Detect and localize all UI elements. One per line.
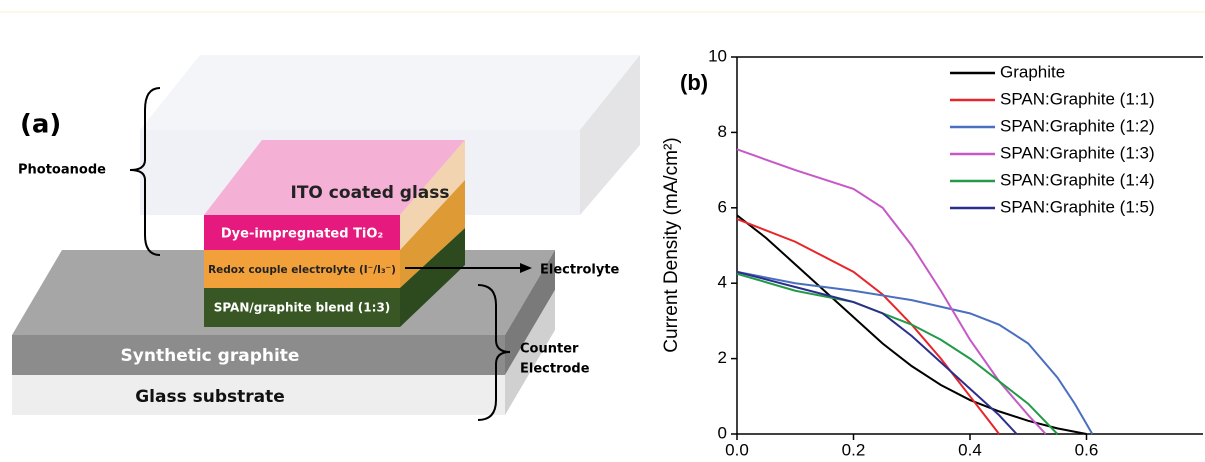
series-line (737, 272, 1092, 434)
label: Counter (520, 342, 579, 357)
label: Dye-impregnated TiO₂ (221, 227, 383, 242)
label: Electrode (520, 362, 590, 377)
label: Synthetic graphite (121, 346, 300, 366)
legend-label: SPAN:Graphite (1:1) (1000, 89, 1155, 108)
y-axis-label: Current Density (mA/cm²) (661, 137, 682, 352)
label: Electrolyte (540, 263, 620, 278)
label: SPAN/graphite blend (1:3) (214, 301, 391, 315)
y-tick-label: 6 (718, 197, 727, 216)
y-tick-label: 8 (718, 122, 727, 141)
y-tick-label: 4 (718, 273, 727, 292)
series-line (737, 219, 999, 434)
label: ITO coated glass (291, 183, 450, 203)
panel-label: (a) (20, 110, 61, 140)
panel-label: (b) (680, 70, 708, 95)
series-line (737, 149, 1046, 434)
figure: (a) Photoanode ITO coated glass Dye-impr… (0, 0, 1205, 462)
x-tick-label: 0.2 (842, 440, 866, 459)
x-tick-label: 0.6 (1075, 440, 1099, 459)
x-tick-label: 0.4 (958, 440, 982, 459)
legend-label: SPAN:Graphite (1:5) (1000, 197, 1155, 216)
legend-label: SPAN:Graphite (1:4) (1000, 170, 1155, 189)
legend-label: Graphite (1000, 62, 1065, 81)
label: Glass substrate (135, 387, 285, 407)
y-tick-label: 2 (718, 348, 727, 367)
series-line (737, 272, 1017, 434)
label: Photoanode (18, 163, 106, 178)
x-tick-label: 0.0 (725, 440, 749, 459)
legend-label: SPAN:Graphite (1:3) (1000, 143, 1155, 162)
label: Redox couple electrolyte (I⁻/I₃⁻) (208, 264, 396, 276)
y-tick-label: 10 (708, 46, 727, 65)
legend-label: SPAN:Graphite (1:2) (1000, 116, 1155, 135)
